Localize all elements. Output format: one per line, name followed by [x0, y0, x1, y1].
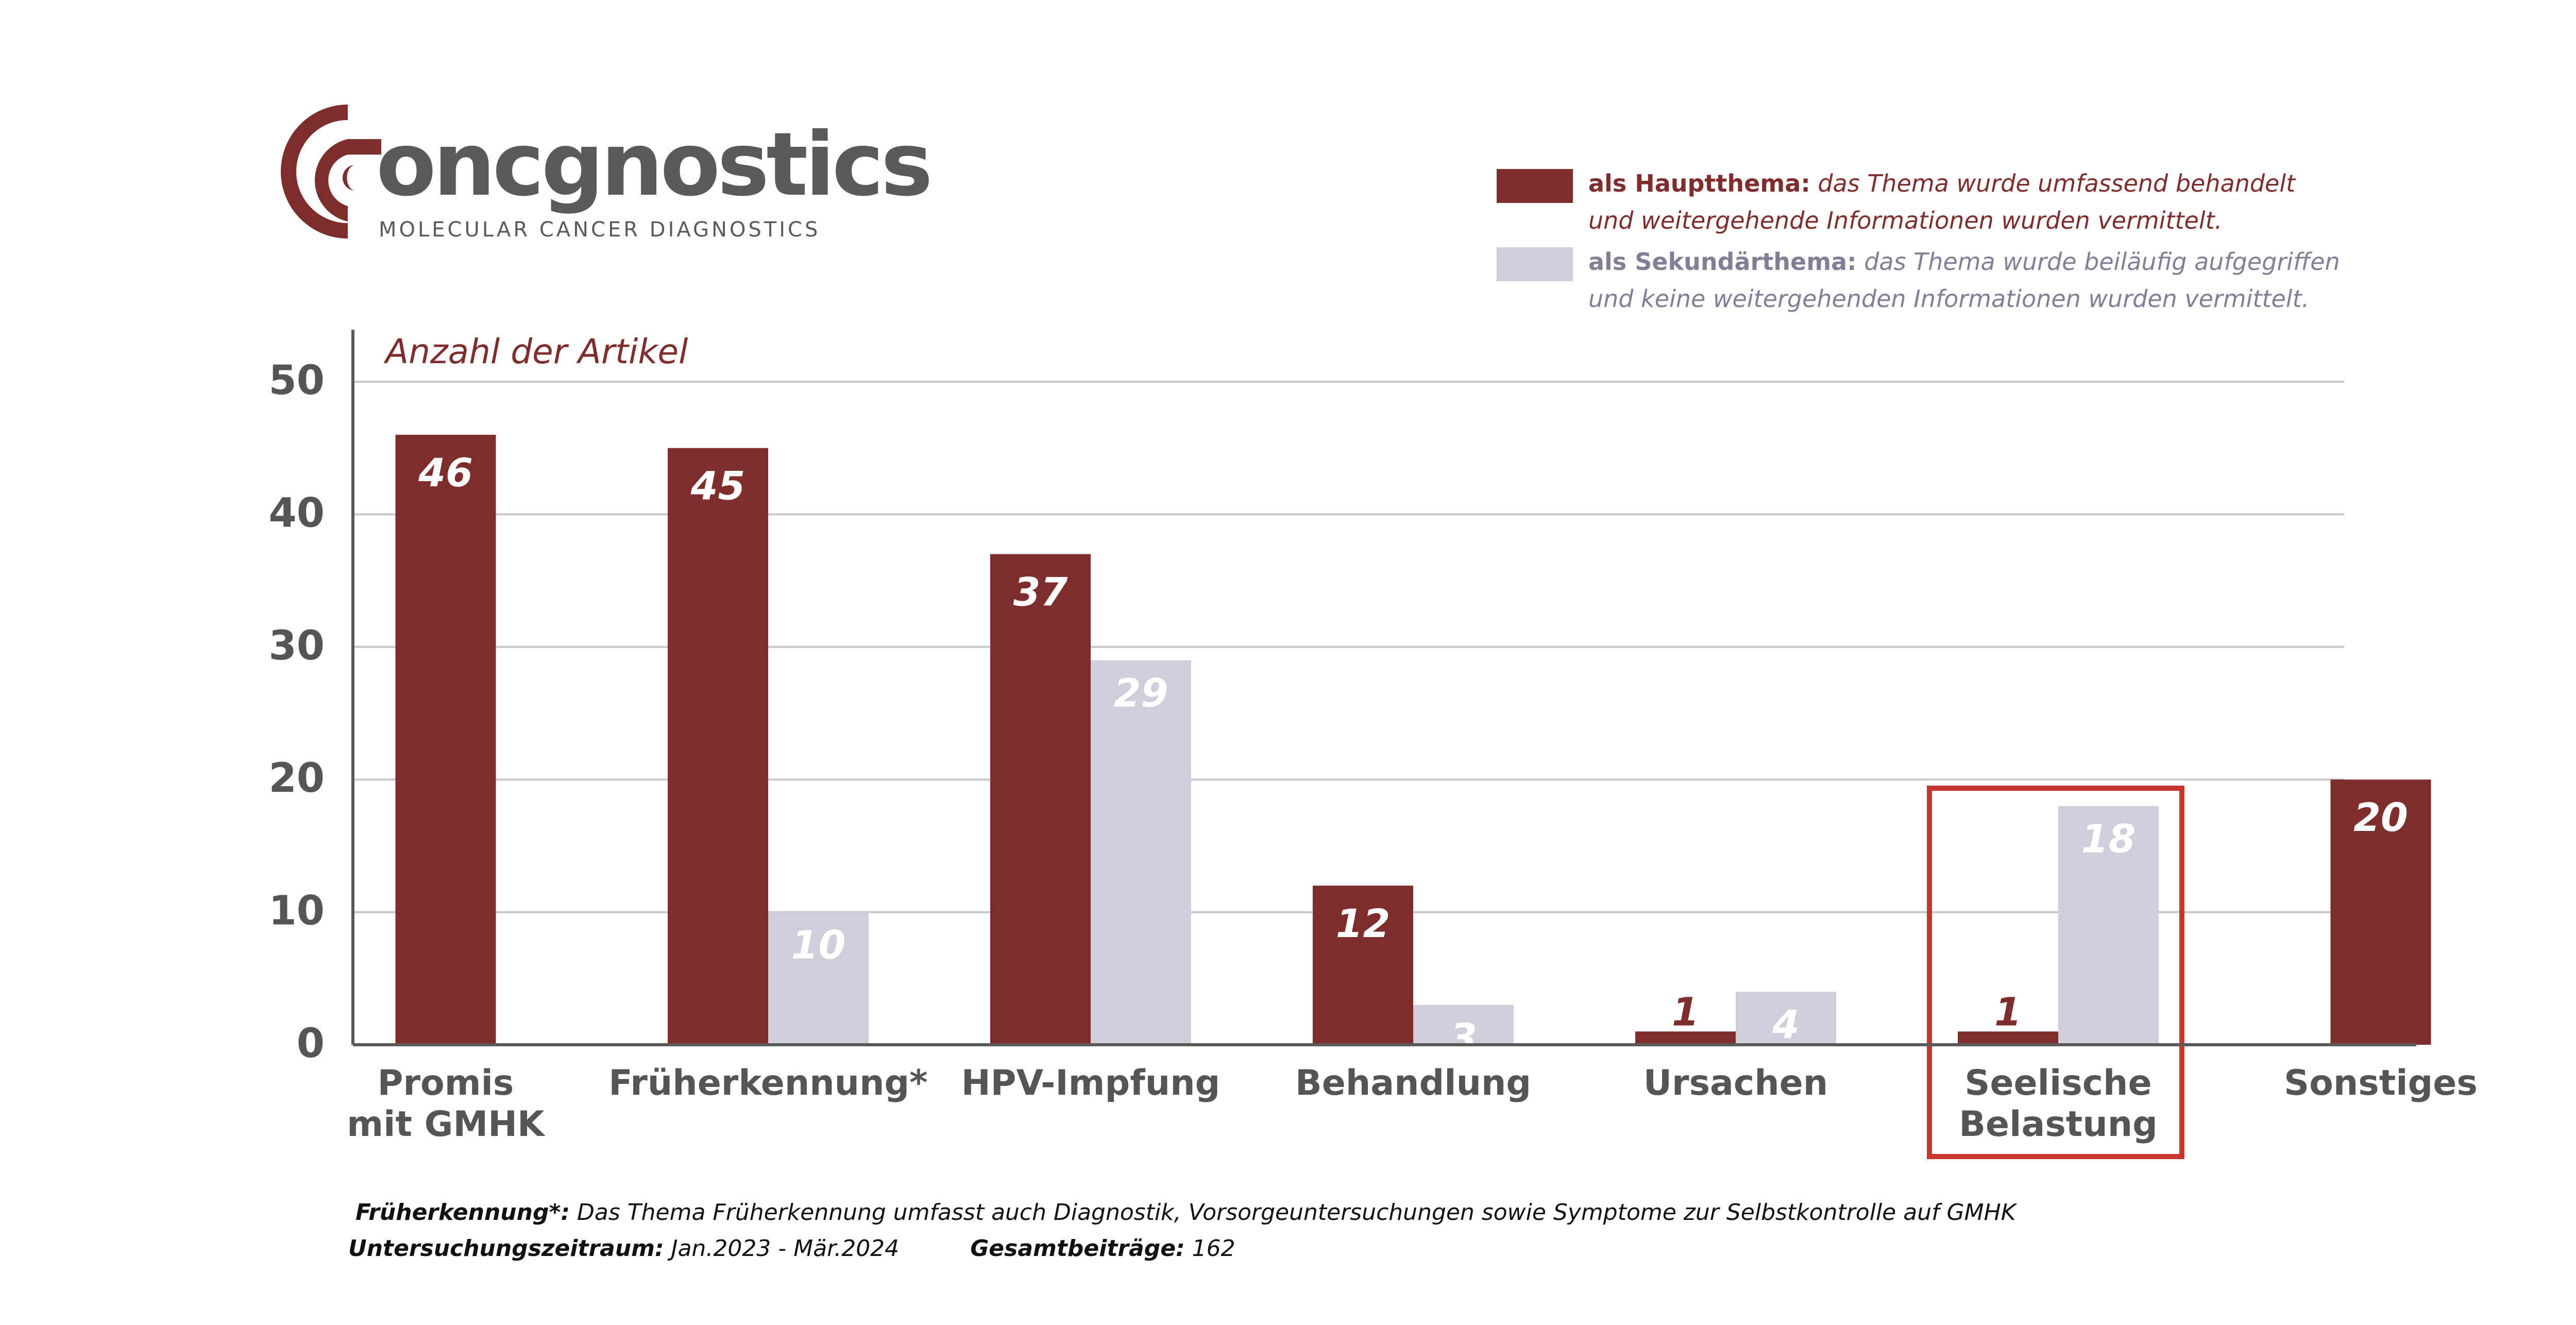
bar-hauptthema: [668, 448, 768, 1045]
y-tick-label: 30: [268, 623, 325, 669]
y-tick-label: 40: [268, 490, 325, 536]
legend-swatch-sekundaerthema: [1497, 247, 1573, 281]
legend-swatch-hauptthema: [1497, 169, 1573, 203]
y-tick-label: 10: [268, 888, 325, 935]
data-label-sekundaerthema: 29: [1114, 670, 1168, 716]
period-value: Jan.2023 - Mär.2024: [664, 1235, 900, 1262]
bar-hauptthema: [1635, 1031, 1736, 1045]
data-label-hauptthema: 46: [418, 450, 473, 496]
x-category-label: Ursachen: [1643, 1063, 1828, 1103]
x-category-label: Sonstiges: [2284, 1063, 2478, 1103]
bar-hauptthema: [990, 554, 1091, 1045]
y-tick-label: 0: [297, 1021, 325, 1067]
x-category-label: Seelische: [1964, 1063, 2151, 1103]
period-label: Untersuchungszeitraum:: [348, 1235, 664, 1262]
bar-sekundaerthema: [1413, 1005, 1514, 1045]
legend-label: als Hauptthema:: [1588, 169, 1810, 197]
x-category-label: Behandlung: [1295, 1063, 1531, 1103]
x-category-label: Früherkennung*: [608, 1063, 928, 1103]
legend-desc: das Thema wurde beiläufig aufgegriffen: [1864, 248, 2340, 276]
x-category-label: HPV-Impfung: [961, 1063, 1221, 1103]
data-label-sekundaerthema: 4: [1772, 1001, 1800, 1047]
data-label-hauptthema: 1: [1672, 989, 1699, 1034]
logo-wordmark: oncgnostics: [376, 114, 933, 216]
logo-mark-icon: [281, 105, 381, 239]
total-value: 162: [1184, 1235, 1235, 1262]
footnote-text: Das Thema Früherkennung umfasst auch Dia…: [570, 1199, 2016, 1226]
highlight-box: [1927, 786, 2184, 1159]
legend-desc: das Thema wurde umfassend behandelt: [1818, 169, 2296, 197]
bar-sekundaerthema: [1736, 992, 1836, 1045]
x-category-label: Promis: [378, 1063, 514, 1103]
bar-hauptthema: [395, 434, 496, 1045]
total-label: Gesamtbeiträge:: [970, 1235, 1185, 1262]
bar-hauptthema: [1958, 1031, 2058, 1045]
bar-sekundaerthema: [1091, 660, 1191, 1045]
study-info: Untersuchungszeitraum: Jan.2023 - Mär.20…: [348, 1235, 1235, 1262]
y-tick-label: 20: [268, 755, 325, 802]
data-label-sekundaerthema: 10: [791, 922, 846, 968]
logo-tagline: MOLECULAR CANCER DIAGNOSTICS: [379, 218, 821, 242]
data-label-hauptthema: 20: [2353, 794, 2408, 840]
y-tick-label: 50: [268, 358, 325, 404]
data-label-hauptthema: 1: [1994, 989, 2022, 1034]
data-label-hauptthema: 45: [690, 463, 745, 509]
x-category-label: mit GMHK: [347, 1104, 546, 1145]
bar-sekundaerthema: [2058, 806, 2159, 1045]
data-label-hauptthema: 12: [1336, 901, 1391, 946]
bar-hauptthema: [2330, 779, 2431, 1045]
legend-label: als Sekundärthema:: [1588, 248, 1857, 276]
data-label-hauptthema: 37: [1013, 569, 1068, 615]
footnote: Früherkennung*: Das Thema Früherkennung …: [355, 1199, 2016, 1226]
y-axis-label: Anzahl der Artikel: [383, 332, 688, 371]
data-label-sekundaerthema: 3: [1450, 1015, 1477, 1061]
oncgnostics-logo: oncgnostics MOLECULAR CANCER DIAGNOSTICS: [278, 100, 933, 245]
footnote-label: Früherkennung*:: [355, 1199, 570, 1226]
bar-sekundaerthema: [768, 912, 869, 1045]
data-label-sekundaerthema: 18: [2081, 816, 2136, 862]
legend-desc-2: und keine weitergehenden Informationen w…: [1588, 285, 2310, 313]
legend-desc-2: und weitergehende Informationen wurden v…: [1588, 207, 2223, 234]
bar-hauptthema: [1313, 886, 1413, 1045]
x-category-label: Belastung: [1959, 1104, 2158, 1145]
